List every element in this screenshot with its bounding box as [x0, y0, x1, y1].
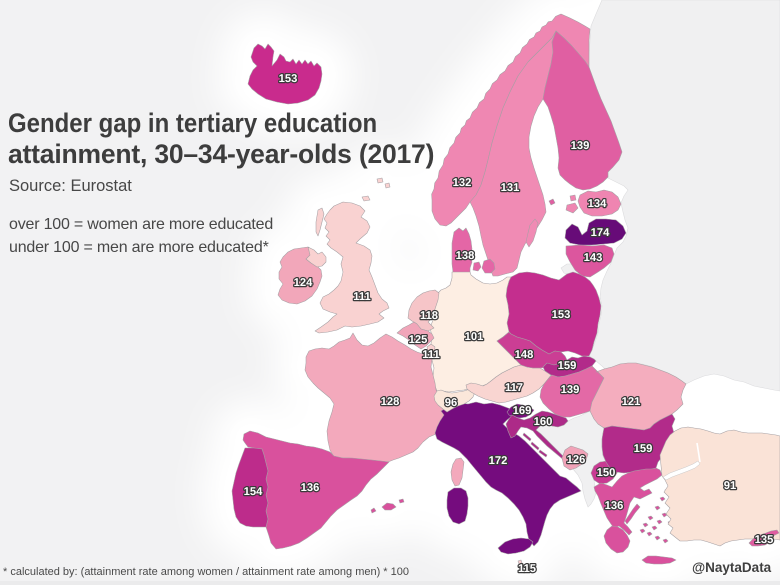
- svg-text:101: 101: [465, 331, 484, 343]
- svg-text:172: 172: [489, 455, 508, 467]
- svg-text:111: 111: [353, 291, 370, 303]
- svg-text:96: 96: [445, 397, 457, 409]
- svg-text:150: 150: [597, 467, 616, 479]
- svg-text:138: 138: [456, 250, 475, 262]
- svg-text:121: 121: [622, 396, 641, 408]
- svg-text:139: 139: [571, 140, 590, 152]
- svg-text:169: 169: [513, 405, 532, 417]
- svg-text:135: 135: [755, 534, 774, 546]
- svg-text:159: 159: [634, 443, 653, 455]
- svg-text:117: 117: [505, 382, 523, 394]
- svg-text:143: 143: [584, 252, 603, 264]
- svg-text:91: 91: [724, 480, 736, 492]
- svg-text:136: 136: [605, 500, 624, 512]
- svg-text:153: 153: [552, 309, 571, 321]
- svg-text:174: 174: [591, 227, 610, 239]
- svg-text:159: 159: [558, 360, 577, 372]
- svg-text:132: 132: [453, 177, 472, 189]
- svg-text:125: 125: [409, 334, 428, 346]
- svg-text:126: 126: [567, 454, 586, 466]
- svg-text:153: 153: [279, 73, 298, 85]
- svg-text:128: 128: [381, 396, 400, 408]
- svg-text:139: 139: [561, 384, 580, 396]
- svg-text:111: 111: [422, 349, 439, 361]
- svg-text:148: 148: [515, 349, 534, 361]
- svg-text:134: 134: [588, 198, 607, 210]
- svg-text:115: 115: [518, 563, 536, 575]
- svg-text:118: 118: [420, 310, 438, 322]
- svg-text:136: 136: [301, 482, 320, 494]
- svg-text:160: 160: [534, 416, 553, 428]
- svg-text:124: 124: [294, 277, 313, 289]
- svg-text:154: 154: [244, 486, 263, 498]
- svg-text:131: 131: [501, 182, 520, 194]
